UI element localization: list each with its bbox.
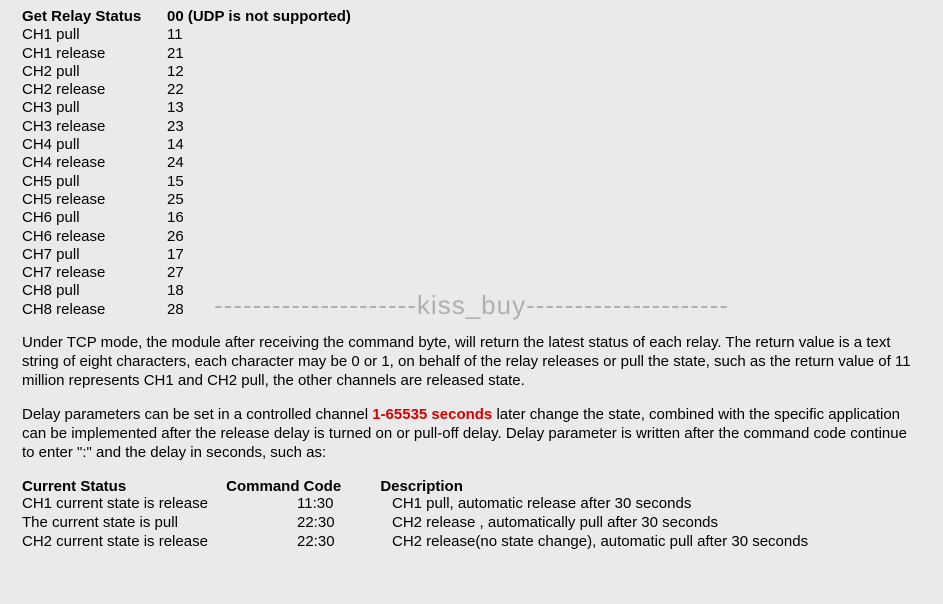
status-row: CH2 current state is release22:30 CH2 re… <box>22 533 921 552</box>
status-row: CH1 current state is release11:30CH1 pul… <box>22 495 921 514</box>
paragraph-2: Delay parameters can be set in a control… <box>22 405 921 463</box>
para2-highlight: 1-65535 seconds <box>372 406 492 423</box>
status-c1: The current state is pull <box>22 514 297 533</box>
status-row: The current state is pull22:30CH2 releas… <box>22 514 921 533</box>
paragraph-1: Under TCP mode, the module after receivi… <box>22 333 921 391</box>
relay-value: 18 <box>167 282 227 300</box>
relay-list: CH1 pull11CH1 release21CH2 pull 12CH2 re… <box>22 26 921 319</box>
relay-row: CH7 release27 <box>22 264 921 282</box>
para2-pre: Delay parameters can be set in a control… <box>22 406 372 423</box>
relay-name: CH1 pull <box>22 26 167 44</box>
status-header-row: Current Status Command Code Description <box>22 478 921 495</box>
document-body: Get Relay Status 00 (UDP is not supporte… <box>0 0 943 559</box>
relay-row: CH6 release26 <box>22 228 921 246</box>
relay-row: CH2 release22 <box>22 81 921 99</box>
status-hdr-c1: Current Status <box>22 478 222 495</box>
relay-name: CH6 release <box>22 228 167 246</box>
relay-row: CH1 pull11 <box>22 26 921 44</box>
status-c2: 22:30 <box>297 514 392 533</box>
relay-name: CH4 pull <box>22 136 167 154</box>
relay-value: 17 <box>167 246 227 264</box>
status-c3: CH2 release , automatically pull after 3… <box>392 514 718 533</box>
status-c1: CH1 current state is release <box>22 495 297 514</box>
relay-name: CH1 release <box>22 45 167 63</box>
relay-name: CH7 pull <box>22 246 167 264</box>
relay-row: CH8 release28 <box>22 301 921 319</box>
relay-value: 21 <box>167 45 227 63</box>
relay-name: CH5 pull <box>22 173 167 191</box>
relay-value: 27 <box>167 264 227 282</box>
relay-name: CH3 pull <box>22 99 167 117</box>
relay-name: CH2 pull <box>22 63 167 81</box>
relay-name: CH7 release <box>22 264 167 282</box>
relay-row: CH4 pull14 <box>22 136 921 154</box>
relay-name: CH8 pull <box>22 282 167 300</box>
status-hdr-c3: Description <box>380 478 463 495</box>
relay-value: 13 <box>167 99 227 117</box>
relay-value: 15 <box>167 173 227 191</box>
relay-row: CH5 release25 <box>22 191 921 209</box>
relay-row: CH1 release21 <box>22 45 921 63</box>
relay-row: CH2 pull 12 <box>22 63 921 81</box>
relay-row: CH8 pull18 <box>22 282 921 300</box>
status-rows: CH1 current state is release11:30CH1 pul… <box>22 495 921 551</box>
relay-value: 11 <box>167 26 227 44</box>
relay-name: CH4 release <box>22 154 167 172</box>
relay-value: 22 <box>167 81 227 99</box>
relay-row: CH6 pull16 <box>22 209 921 227</box>
relay-value: 14 <box>167 136 227 154</box>
relay-value: 24 <box>167 154 227 172</box>
relay-row: CH3 pull13 <box>22 99 921 117</box>
relay-row: CH7 pull17 <box>22 246 921 264</box>
status-c3: CH2 release(no state change), automatic … <box>392 533 808 552</box>
status-c1: CH2 current state is release <box>22 533 297 552</box>
relay-value: 25 <box>167 191 227 209</box>
header-row: Get Relay Status 00 (UDP is not supporte… <box>22 8 921 26</box>
relay-name: CH8 release <box>22 301 167 319</box>
status-c2: 11:30 <box>297 495 392 514</box>
relay-value: 26 <box>167 228 227 246</box>
relay-name: CH2 release <box>22 81 167 99</box>
relay-row: CH5 pull15 <box>22 173 921 191</box>
relay-name: CH5 release <box>22 191 167 209</box>
relay-value: 28 <box>167 301 227 319</box>
status-c3: CH1 pull, automatic release after 30 sec… <box>392 495 691 514</box>
relay-name: CH3 release <box>22 118 167 136</box>
status-c2: 22:30 <box>297 533 392 552</box>
relay-name: CH6 pull <box>22 209 167 227</box>
relay-value: 23 <box>167 118 227 136</box>
relay-row: CH3 release23 <box>22 118 921 136</box>
relay-row: CH4 release24 <box>22 154 921 172</box>
relay-value: 16 <box>167 209 227 227</box>
header-label: Get Relay Status <box>22 8 167 26</box>
relay-value: 12 <box>167 63 227 81</box>
status-hdr-c2: Command Code <box>226 478 376 495</box>
header-code: 00 (UDP is not supported) <box>167 8 351 26</box>
